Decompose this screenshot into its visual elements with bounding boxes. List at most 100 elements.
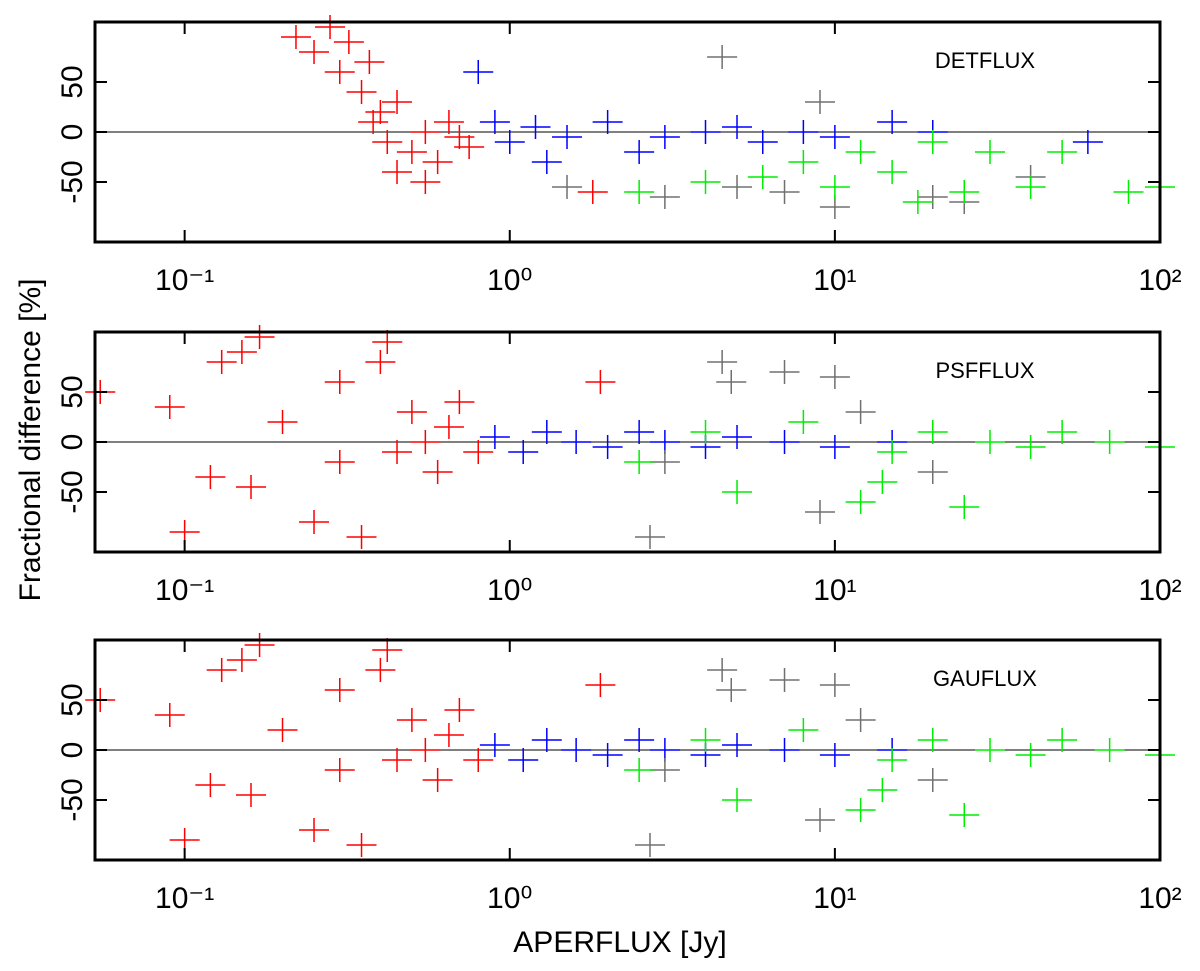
point — [365, 658, 396, 682]
point — [324, 450, 355, 474]
point — [508, 748, 539, 772]
point — [244, 633, 275, 657]
point — [819, 365, 850, 389]
point — [1072, 130, 1103, 154]
point — [819, 175, 850, 199]
point — [845, 708, 876, 732]
point — [1015, 743, 1046, 767]
y-tick-label: -50 — [56, 470, 89, 513]
point — [422, 150, 453, 174]
point — [1047, 140, 1078, 164]
point — [877, 440, 908, 464]
point — [788, 718, 819, 742]
point — [707, 45, 738, 69]
x-tick-label: 10⁰ — [487, 882, 532, 915]
point — [917, 728, 948, 752]
y-tick-label: 0 — [56, 434, 89, 451]
point — [552, 125, 583, 149]
panel-annotation: GAUFLUX — [933, 666, 1037, 691]
point — [867, 470, 898, 494]
y-tick-label: 50 — [56, 683, 89, 716]
point — [444, 698, 475, 722]
point — [433, 415, 464, 439]
x-axis-label: APERFLUX [Jy] — [513, 926, 726, 959]
point — [520, 115, 551, 139]
point — [226, 340, 257, 364]
point — [722, 733, 753, 757]
point — [410, 738, 441, 762]
point — [592, 110, 623, 134]
point — [867, 778, 898, 802]
y-tick-label: 0 — [56, 742, 89, 759]
point — [649, 450, 680, 474]
y-tick-label: -50 — [56, 778, 89, 821]
x-tick-label: 10⁻¹ — [155, 574, 214, 607]
point — [382, 748, 413, 772]
point — [365, 100, 396, 124]
x-tick-label: 10¹ — [813, 574, 856, 607]
point — [1047, 728, 1078, 752]
point — [624, 758, 655, 782]
point — [267, 718, 298, 742]
point — [346, 80, 377, 104]
point — [949, 803, 980, 827]
point — [531, 420, 562, 444]
point — [410, 170, 441, 194]
point — [975, 430, 1005, 454]
x-tick-label: 10² — [1138, 882, 1181, 915]
point — [722, 115, 753, 139]
point — [195, 773, 226, 797]
point — [747, 130, 778, 154]
point — [396, 400, 427, 424]
point — [690, 120, 721, 144]
point — [433, 723, 464, 747]
x-tick-label: 10² — [1138, 574, 1181, 607]
point — [299, 818, 330, 842]
point — [769, 360, 800, 384]
point — [479, 733, 510, 757]
point — [690, 420, 721, 444]
y-axis-label: Fractional difference [%] — [14, 279, 47, 602]
point — [845, 400, 876, 424]
point — [226, 648, 257, 672]
point — [206, 658, 237, 682]
point — [716, 678, 747, 702]
x-tick-label: 10¹ — [813, 264, 856, 297]
point — [917, 420, 948, 444]
point — [722, 788, 753, 812]
point — [769, 180, 800, 204]
point — [690, 170, 721, 194]
point — [707, 658, 738, 682]
point — [577, 180, 608, 204]
point — [195, 465, 226, 489]
x-tick-label: 10⁻¹ — [155, 264, 214, 297]
point — [788, 150, 819, 174]
point — [396, 140, 427, 164]
point — [690, 728, 721, 752]
point — [1047, 420, 1078, 444]
point — [324, 678, 355, 702]
point — [649, 758, 680, 782]
point — [624, 420, 655, 444]
point — [1094, 430, 1125, 454]
y-tick-label: 50 — [56, 65, 89, 98]
point — [769, 738, 800, 762]
point — [722, 480, 753, 504]
point — [649, 185, 680, 209]
point — [479, 110, 510, 134]
point — [236, 475, 267, 499]
point — [299, 510, 330, 534]
point — [845, 140, 876, 164]
point — [917, 460, 948, 484]
point — [531, 728, 562, 752]
panel-annotation: DETFLUX — [935, 48, 1036, 73]
x-tick-label: 10⁰ — [487, 264, 532, 297]
y-tick-label: 0 — [56, 124, 89, 141]
point — [635, 833, 666, 857]
point — [494, 130, 525, 154]
point — [396, 708, 427, 732]
point — [561, 430, 592, 454]
point — [463, 748, 494, 772]
point — [463, 440, 494, 464]
point — [206, 350, 237, 374]
